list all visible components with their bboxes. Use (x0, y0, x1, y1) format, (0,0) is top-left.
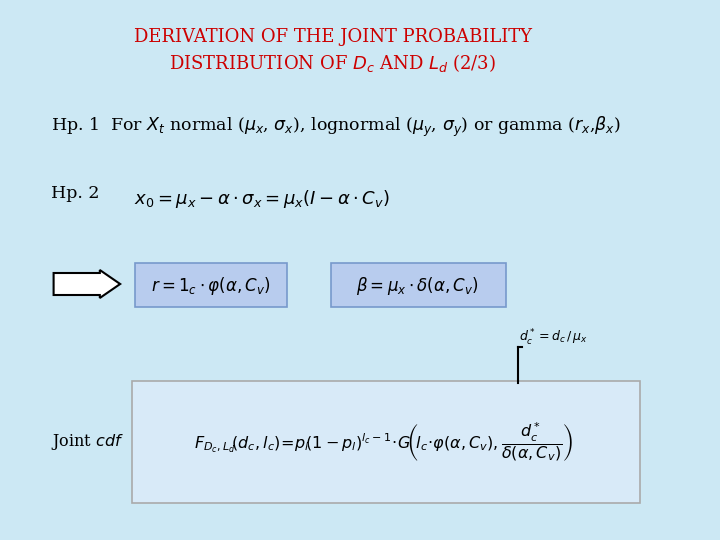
Text: Joint $\it{cdf}$: Joint $\it{cdf}$ (51, 432, 124, 452)
Text: $F_{D_c,L_d}\!\left(d_c,l_c\right)\!=\!p_l\!\left(1-p_l\right)^{l_c-1}\!\cdot\!G: $F_{D_c,L_d}\!\left(d_c,l_c\right)\!=\!p… (194, 421, 573, 463)
Text: DISTRIBUTION OF $D_c$ AND $L_d$ (2/3): DISTRIBUTION OF $D_c$ AND $L_d$ (2/3) (169, 52, 496, 74)
FancyArrow shape (53, 270, 120, 298)
FancyBboxPatch shape (331, 263, 505, 307)
Text: DERIVATION OF THE JOINT PROBABILITY: DERIVATION OF THE JOINT PROBABILITY (134, 28, 531, 46)
Text: Hp. 1  For $X_t$ normal ($\mu_x$, $\sigma_x$), lognormal ($\mu_y$, $\sigma_y$) o: Hp. 1 For $X_t$ normal ($\mu_x$, $\sigma… (51, 115, 621, 139)
Text: $d_c^* = d_c \,/\, \mu_x$: $d_c^* = d_c \,/\, \mu_x$ (519, 328, 588, 348)
FancyBboxPatch shape (135, 263, 287, 307)
Text: $\beta = \mu_x \cdot \delta(\alpha, C_v)$: $\beta = \mu_x \cdot \delta(\alpha, C_v)… (356, 275, 480, 297)
FancyBboxPatch shape (132, 381, 639, 503)
Text: $r = 1_c \cdot \varphi(\alpha, C_v)$: $r = 1_c \cdot \varphi(\alpha, C_v)$ (151, 275, 271, 297)
Text: $x_0 = \mu_x - \alpha \cdot \sigma_x = \mu_x\left(I - \alpha \cdot C_v\right)$: $x_0 = \mu_x - \alpha \cdot \sigma_x = \… (134, 188, 390, 210)
Text: Hp. 2: Hp. 2 (51, 185, 99, 202)
